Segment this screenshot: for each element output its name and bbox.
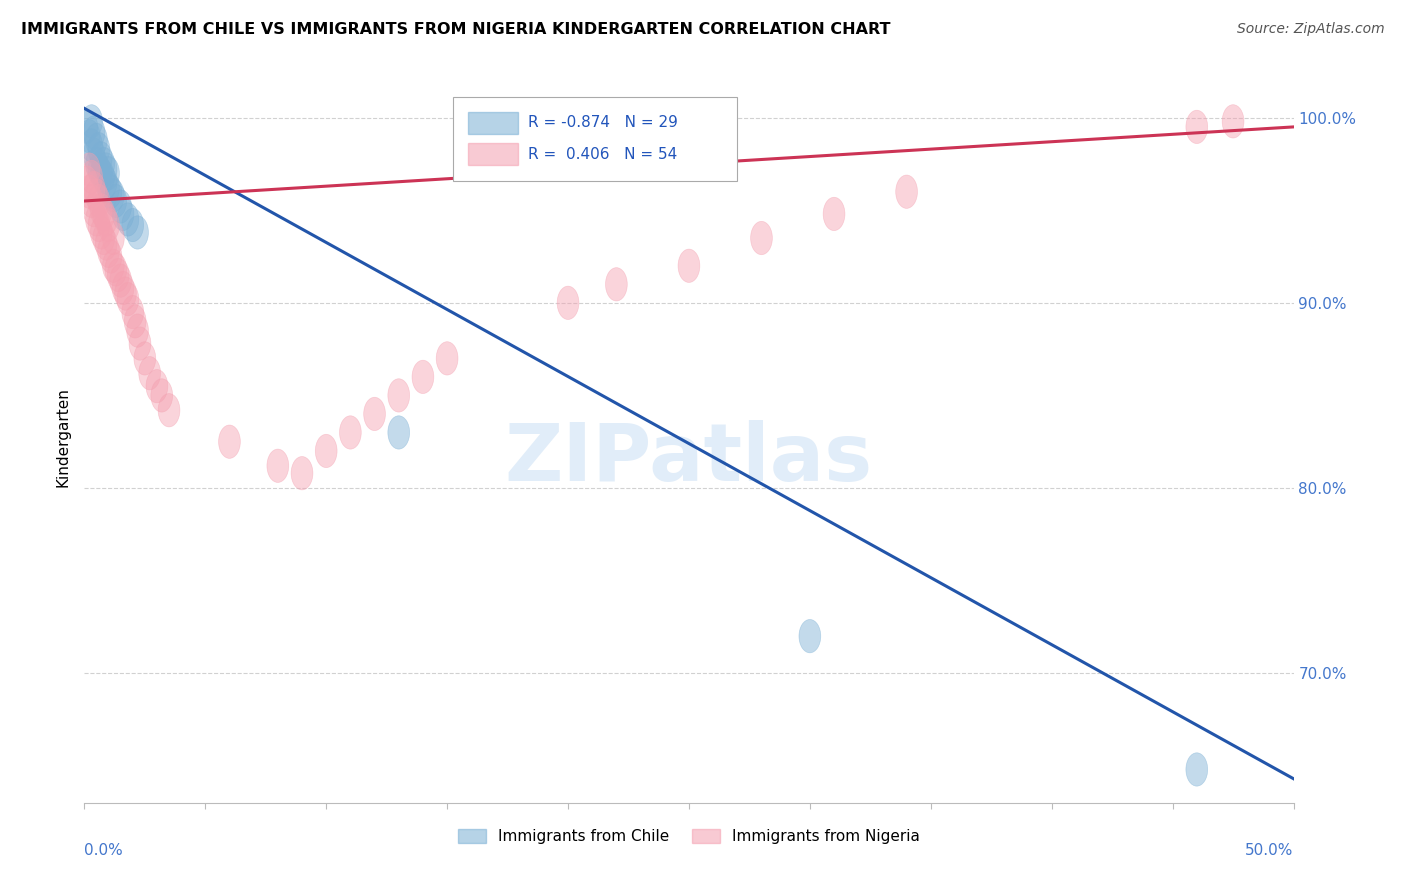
Text: ZIPatlas: ZIPatlas bbox=[505, 420, 873, 498]
FancyBboxPatch shape bbox=[453, 97, 737, 181]
Text: 50.0%: 50.0% bbox=[1246, 843, 1294, 858]
FancyBboxPatch shape bbox=[468, 143, 519, 165]
Y-axis label: Kindergarten: Kindergarten bbox=[55, 387, 70, 487]
Text: R =  0.406   N = 54: R = 0.406 N = 54 bbox=[529, 146, 678, 161]
Text: 0.0%: 0.0% bbox=[84, 843, 124, 858]
Text: Source: ZipAtlas.com: Source: ZipAtlas.com bbox=[1237, 22, 1385, 37]
Text: R = -0.874   N = 29: R = -0.874 N = 29 bbox=[529, 115, 678, 130]
Text: IMMIGRANTS FROM CHILE VS IMMIGRANTS FROM NIGERIA KINDERGARTEN CORRELATION CHART: IMMIGRANTS FROM CHILE VS IMMIGRANTS FROM… bbox=[21, 22, 890, 37]
FancyBboxPatch shape bbox=[468, 112, 519, 134]
Legend: Immigrants from Chile, Immigrants from Nigeria: Immigrants from Chile, Immigrants from N… bbox=[453, 822, 925, 850]
